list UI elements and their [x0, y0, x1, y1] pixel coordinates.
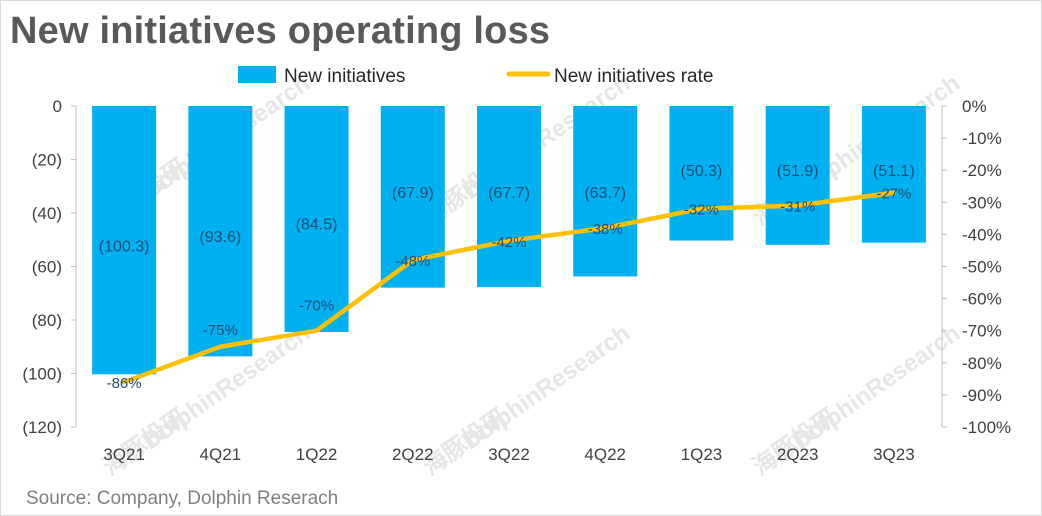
bar-value-label: (51.1) — [873, 163, 915, 180]
right-tick-label: -80% — [962, 354, 1002, 373]
category-label: 4Q22 — [584, 445, 626, 464]
right-tick-label: -100% — [962, 418, 1011, 437]
legend-bar-label: New initiatives — [284, 66, 405, 87]
rate-value-label: -48% — [395, 253, 430, 270]
category-label: 3Q22 — [488, 445, 530, 464]
bar-value-label: (84.5) — [296, 217, 338, 234]
source-note: Source: Company, Dolphin Reserach — [26, 488, 339, 509]
rate-line — [121, 190, 897, 385]
bar-value-label: (63.7) — [584, 185, 626, 202]
bar — [92, 106, 157, 375]
rate-value-label: -38% — [588, 221, 623, 238]
data-labels: (100.3) (93.6) (84.5) (67.9) (67.7) (63.7) (50… — [99, 163, 915, 392]
bar — [573, 106, 638, 277]
category-label: 1Q23 — [681, 445, 723, 464]
bar — [765, 106, 830, 245]
category-label: 1Q22 — [296, 445, 338, 464]
right-tick-label: 0% — [962, 97, 987, 116]
bar-value-label: (51.9) — [777, 163, 819, 180]
right-tick-label: -10% — [962, 129, 1002, 148]
bar-value-label: (100.3) — [99, 239, 150, 256]
category-label: 3Q21 — [103, 445, 145, 464]
watermark-logo-text: 海豚投研 — [97, 403, 192, 481]
left-tick-label: 0 — [53, 97, 62, 116]
rate-value-label: -27% — [876, 186, 911, 203]
rate-value-label: -31% — [780, 199, 815, 216]
rate-value-label: -86% — [107, 375, 142, 392]
right-tick-label: -50% — [962, 258, 1002, 277]
left-tick-label: (40) — [32, 204, 62, 223]
right-tick-label: -30% — [962, 193, 1002, 212]
left-tick-label: (80) — [32, 311, 62, 330]
right-tick-label: -70% — [962, 322, 1002, 341]
legend: New initiatives New initiatives rate — [238, 66, 713, 87]
bar — [188, 106, 253, 357]
right-tick-label: -20% — [962, 161, 1002, 180]
rate-value-label: -32% — [684, 202, 719, 219]
category-label: 4Q21 — [200, 445, 242, 464]
rate-line-series — [121, 190, 897, 385]
legend-line-label: New initiatives rate — [554, 66, 713, 87]
watermark-logo-text: 海豚投研 — [417, 403, 512, 481]
left-tick-label: (60) — [32, 258, 62, 277]
bar-value-label: (50.3) — [681, 163, 723, 180]
rate-value-label: -70% — [299, 298, 334, 315]
category-label: 2Q22 — [392, 445, 434, 464]
bar-value-label: (67.9) — [392, 185, 434, 202]
right-tick-label: -40% — [962, 225, 1002, 244]
chart-title: New initiatives operating loss — [10, 10, 551, 52]
bar — [861, 106, 926, 243]
category-label: 3Q23 — [873, 445, 915, 464]
legend-bar-swatch — [238, 66, 276, 83]
bar — [669, 106, 734, 241]
rate-value-label: -42% — [491, 234, 526, 251]
bar-series — [92, 106, 926, 375]
category-label: 2Q23 — [777, 445, 819, 464]
bar-value-label: (67.7) — [488, 185, 530, 202]
right-tick-label: -90% — [962, 386, 1002, 405]
bar — [477, 106, 541, 288]
left-tick-label: (20) — [32, 151, 62, 170]
bar-value-label: (93.6) — [199, 229, 241, 246]
left-tick-label: (100) — [22, 365, 62, 384]
watermark-logo-text: 海豚投研 — [747, 403, 842, 481]
right-tick-label: -60% — [962, 290, 1002, 309]
rate-value-label: -75% — [203, 322, 238, 339]
bar — [284, 106, 349, 333]
left-tick-label: (120) — [22, 418, 62, 437]
axes: 0 (20) (40) (60) (80) (100) (120) 0% -10% -20% -30… — [22, 97, 1011, 464]
